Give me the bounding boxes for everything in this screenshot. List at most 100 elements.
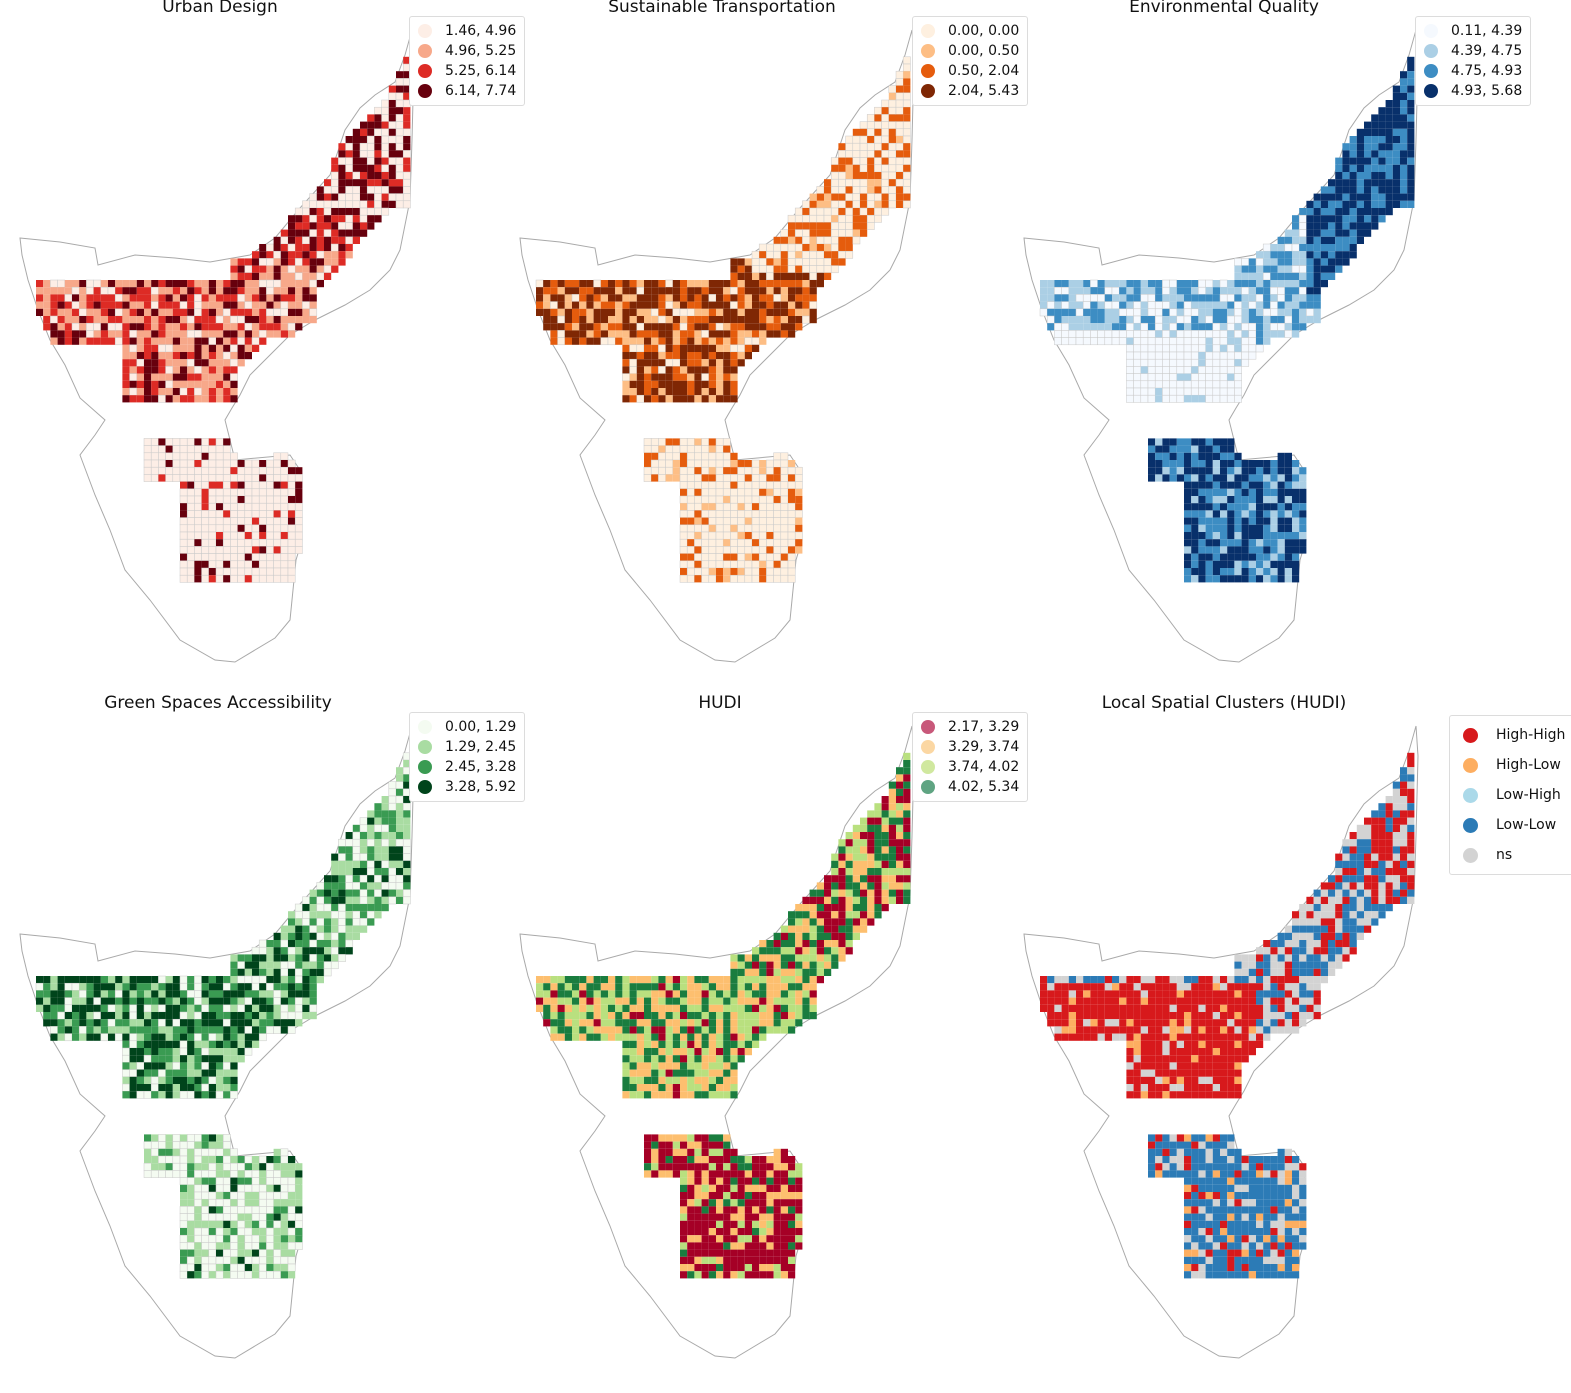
grid-cell [144, 1048, 152, 1056]
grid-cell [244, 1019, 252, 1027]
grid-cell [694, 510, 702, 518]
grid-cell [1162, 323, 1170, 331]
grid-cell [550, 1033, 558, 1041]
grid-cell [622, 1040, 630, 1048]
grid-cell [708, 1256, 716, 1264]
grid-cell [557, 315, 566, 324]
grid-cell [129, 344, 138, 353]
grid-cell [1176, 337, 1185, 346]
grid-cell [136, 1090, 145, 1099]
grid-cell [288, 1170, 296, 1178]
grid-cell [1241, 560, 1249, 568]
grid-cell [345, 889, 353, 897]
grid-cell [201, 1004, 210, 1013]
grid-cell [1155, 438, 1163, 446]
grid-cell [1270, 481, 1278, 489]
grid-cell [151, 1055, 159, 1063]
grid-cell [216, 481, 224, 489]
grid-cell [802, 280, 810, 288]
grid-cell [723, 445, 731, 453]
grid-cell [366, 157, 375, 166]
grid-cell [866, 128, 875, 137]
grid-cell [1407, 143, 1415, 151]
grid-cell [215, 459, 224, 468]
grid-cell [665, 373, 673, 381]
grid-cell [367, 200, 375, 208]
grid-cell [165, 1055, 173, 1063]
grid-cell [1090, 323, 1098, 331]
grid-cell [550, 301, 558, 310]
grid-cell [237, 308, 245, 316]
grid-cell [273, 968, 281, 976]
grid-cell [629, 287, 637, 295]
grid-cell [237, 1162, 246, 1171]
grid-cell [636, 337, 644, 345]
grid-cell [395, 78, 404, 86]
grid-cell [215, 488, 224, 497]
grid-cell [644, 1091, 652, 1099]
grid-cell [251, 1213, 260, 1222]
grid-cell [1205, 553, 1213, 561]
grid-cell [759, 308, 767, 316]
grid-cells [535, 56, 911, 583]
grid-cell [201, 531, 210, 540]
grid-cell [680, 983, 688, 991]
grid-cell [672, 380, 680, 388]
grid-cell [1299, 294, 1307, 302]
grid-cell [122, 330, 130, 338]
legend-item: 4.96, 5.25 [418, 41, 516, 61]
grid-cell [1126, 387, 1134, 396]
grid-cell [701, 538, 710, 547]
grid-cell [788, 460, 796, 468]
grid-cell [79, 287, 87, 295]
grid-cell [331, 889, 339, 897]
grid-cell [201, 1012, 209, 1020]
grid-cell [1076, 287, 1084, 295]
grid-cell [1227, 496, 1235, 504]
grid-cell [608, 1033, 616, 1041]
grid-cell [280, 1271, 288, 1279]
grid-cell [860, 222, 868, 230]
grid-cell [1241, 316, 1249, 324]
grid-cell [1284, 287, 1292, 295]
grid-cell [100, 1012, 108, 1020]
grid-cell [259, 532, 267, 540]
grid-cell [1140, 387, 1149, 396]
grid-cell [874, 207, 882, 216]
grid-cell [381, 179, 389, 187]
grid-cell [1241, 308, 1249, 316]
grid-cell [1328, 236, 1336, 244]
grid-cell [722, 459, 731, 468]
grid-cell [208, 1242, 217, 1250]
grid-cell [773, 272, 781, 280]
grid-cell [694, 388, 702, 396]
grid-cell [1263, 301, 1271, 309]
grid-cell [179, 466, 188, 475]
grid-cell [309, 200, 318, 209]
grid-cell [665, 1163, 673, 1171]
grid-cell [1385, 172, 1393, 180]
grid-cell [108, 308, 116, 316]
grid-cell [1328, 251, 1336, 259]
grid-cell [360, 164, 368, 172]
grid-cell [208, 531, 217, 540]
grid-cell [36, 301, 44, 309]
grid-cell [1306, 258, 1314, 266]
grid-cell [1313, 301, 1321, 309]
grid-cell [1335, 157, 1343, 165]
grid-cell [1097, 301, 1105, 309]
grid-cell [586, 294, 594, 302]
grid-cell [679, 574, 688, 583]
grid-cell [838, 193, 846, 201]
grid-cell [259, 244, 267, 252]
grid-cell [888, 186, 897, 194]
grid-cell [1083, 308, 1091, 316]
grid-cell [108, 976, 116, 984]
grid-cell [874, 150, 882, 158]
grid-cell [1140, 358, 1149, 367]
grid-cell [403, 882, 411, 890]
grid-cell [874, 157, 882, 166]
grid-cell [287, 1177, 296, 1186]
grid-cell [780, 546, 789, 554]
grid-cell [158, 337, 166, 345]
